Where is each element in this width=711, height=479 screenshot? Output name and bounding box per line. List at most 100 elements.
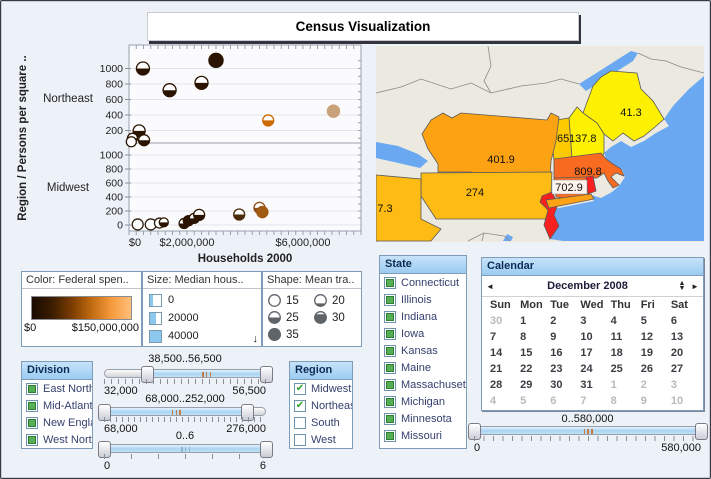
checked-checkbox-icon[interactable]: [384, 361, 396, 374]
calendar-day-cell[interactable]: 5: [640, 315, 647, 327]
calendar-day-cell[interactable]: 2: [550, 315, 557, 327]
calendar-day-cell[interactable]: 14: [490, 347, 503, 359]
calendar-day-cell[interactable]: 15: [520, 347, 533, 359]
scatter-point[interactable]: [262, 114, 275, 127]
shape-legend-item[interactable]: 25: [267, 309, 313, 326]
calendar-day-cell[interactable]: 3: [670, 379, 677, 391]
checked-checkbox-icon[interactable]: [384, 412, 396, 425]
slider-track[interactable]: [104, 444, 266, 453]
state-massachusetts[interactable]: [553, 152, 625, 189]
state-item-minnesota[interactable]: Minnesota: [380, 410, 466, 427]
calendar-day-cell[interactable]: 13: [670, 331, 684, 343]
calendar-day-cell[interactable]: 26: [640, 363, 653, 375]
state-item-indiana[interactable]: Indiana: [380, 308, 466, 325]
state-pennsylvania[interactable]: [420, 171, 553, 220]
calendar-day-cell[interactable]: 11: [610, 331, 623, 343]
calendar-day-cell[interactable]: 10: [580, 331, 593, 343]
calendar-spinner[interactable]: ▲ ▼: [677, 280, 687, 292]
scatter-point[interactable]: [135, 61, 151, 76]
scatter-point[interactable]: [233, 208, 246, 221]
calendar-day-cell[interactable]: 8: [520, 331, 527, 343]
checked-checkbox-icon[interactable]: [384, 378, 396, 391]
region-item-northeast[interactable]: ✔ Northeast: [290, 397, 352, 414]
calendar-day-cell[interactable]: 12: [640, 331, 653, 343]
scatter-point[interactable]: [194, 75, 209, 90]
scatter-point[interactable]: [256, 205, 269, 219]
checked-checkbox-icon[interactable]: [384, 344, 396, 357]
calendar-day-cell[interactable]: 4: [610, 315, 617, 327]
division-item-new-engla[interactable]: New Engla: [22, 414, 92, 431]
checked-checkbox-icon[interactable]: [384, 327, 396, 340]
region-item-south[interactable]: South: [290, 414, 352, 431]
calendar-day-cell[interactable]: 24: [580, 363, 593, 375]
state-maine[interactable]: [582, 70, 665, 142]
state-item-maine[interactable]: Maine: [380, 359, 466, 376]
calendar-day-cell[interactable]: 19: [640, 347, 653, 359]
size-legend-item[interactable]: 0: [143, 291, 261, 309]
checked-checkbox-icon[interactable]: [384, 395, 396, 408]
scatter-point[interactable]: [137, 134, 151, 147]
shape-legend-item[interactable]: 35: [267, 326, 313, 343]
scatter-point[interactable]: [125, 136, 137, 148]
scatter-point[interactable]: [193, 208, 206, 222]
calendar-day-cell[interactable]: 20: [670, 347, 684, 359]
calendar-day-cell[interactable]: 22: [520, 363, 533, 375]
scatter-point[interactable]: [162, 83, 177, 98]
checked-checkbox-icon[interactable]: [384, 276, 396, 289]
region-item-midwest[interactable]: ✔ Midwest: [290, 380, 352, 397]
slider-thumb-max[interactable]: [695, 423, 708, 440]
region-item-west[interactable]: West: [290, 431, 352, 448]
calendar-day-cell[interactable]: 27: [670, 363, 684, 375]
calendar-day-cell[interactable]: 1: [520, 315, 527, 327]
checked-checkbox-icon[interactable]: [26, 416, 38, 429]
scatter-point[interactable]: [326, 104, 341, 118]
calendar-next-icon[interactable]: ►: [691, 281, 699, 291]
calendar-day-cell[interactable]: 8: [610, 395, 617, 407]
shape-legend-item[interactable]: 20: [313, 292, 359, 309]
scatter-point[interactable]: [208, 52, 224, 69]
division-item-mid-atlant[interactable]: Mid-Atlant: [22, 397, 92, 414]
calendar-day-cell[interactable]: 7: [490, 331, 497, 343]
state-item-massachusetts[interactable]: Massachusetts: [380, 376, 466, 393]
shape-legend-item[interactable]: 30: [313, 309, 359, 326]
calendar-day-cell[interactable]: 21: [490, 363, 503, 375]
slider-track[interactable]: [474, 426, 701, 435]
calendar-day-cell[interactable]: 4: [490, 395, 497, 407]
calendar-day-cell[interactable]: 16: [550, 347, 563, 359]
range-grip-icon[interactable]: [171, 410, 181, 415]
checked-checkbox-icon[interactable]: ✔: [294, 382, 306, 395]
calendar-day-cell[interactable]: 28: [490, 379, 503, 391]
state-item-connecticut[interactable]: Connecticut: [380, 274, 466, 291]
scatter-point[interactable]: [158, 217, 169, 228]
size-legend-item[interactable]: 40000: [143, 327, 261, 345]
calendar-day-cell[interactable]: 1: [610, 379, 617, 391]
state-item-iowa[interactable]: Iowa: [380, 325, 466, 342]
unchecked-checkbox-icon[interactable]: [294, 433, 306, 446]
calendar-day-cell[interactable]: 29: [520, 379, 533, 391]
calendar-day-cell[interactable]: 17: [580, 347, 593, 359]
unchecked-checkbox-icon[interactable]: [294, 416, 306, 429]
calendar-day-cell[interactable]: 9: [550, 331, 557, 343]
state-item-michigan[interactable]: Michigan: [380, 393, 466, 410]
checked-checkbox-icon[interactable]: [384, 310, 396, 323]
spinner-up-icon[interactable]: ▲: [678, 280, 686, 287]
range-grip-icon[interactable]: [202, 372, 212, 377]
slider-track[interactable]: [104, 369, 266, 378]
calendar-prev-icon[interactable]: ◄: [486, 281, 494, 291]
calendar-day-cell[interactable]: 30: [490, 315, 503, 327]
division-item-east-north[interactable]: East North: [22, 380, 92, 397]
division-item-west-north[interactable]: West North: [22, 431, 92, 448]
size-legend-item[interactable]: 20000: [143, 309, 261, 327]
scatter-point[interactable]: [131, 218, 144, 231]
calendar-day-cell[interactable]: 25: [610, 363, 623, 375]
checked-checkbox-icon[interactable]: [384, 429, 396, 442]
spinner-down-icon[interactable]: ▼: [678, 285, 686, 292]
calendar-day-cell[interactable]: 9: [640, 395, 647, 407]
calendar-day-cell[interactable]: 18: [610, 347, 623, 359]
state-item-missouri[interactable]: Missouri: [380, 427, 466, 444]
scroll-down-icon[interactable]: ↓: [252, 333, 259, 345]
calendar-day-cell[interactable]: 3: [580, 315, 587, 327]
calendar-day-cell[interactable]: 23: [550, 363, 563, 375]
slider-thumb-max[interactable]: [260, 441, 273, 458]
calendar-day-cell[interactable]: 5: [520, 395, 527, 407]
